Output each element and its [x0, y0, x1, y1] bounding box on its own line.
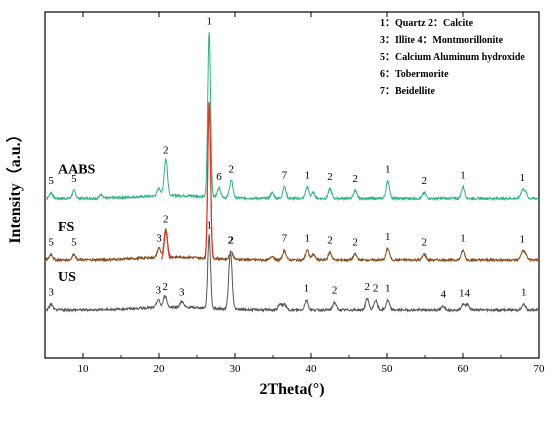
peak-label-aabs-12: 1	[460, 169, 466, 181]
peak-label-us-2: 2	[162, 281, 168, 293]
peak-label-fs-2: 3	[156, 233, 162, 245]
peak-label-fs-10: 2	[421, 237, 427, 249]
y-axis-title: Intensity（a.u.）	[6, 126, 24, 243]
peak-label-aabs-5: 2	[228, 164, 234, 176]
x-tick-label-40: 40	[306, 363, 318, 375]
plot-frame	[44, 11, 540, 359]
peak-label-us-1: 3	[155, 285, 161, 297]
legend-entry-3: 5：Calcium Aluminum hydroxide	[380, 52, 525, 63]
peak-label-fs-7: 2	[327, 235, 333, 247]
peak-label-aabs-3: 1	[206, 16, 212, 28]
legend-entry-5: 7：Beidellite	[380, 86, 436, 97]
x-axis-ticks: 10 20 30 40 50 60 70	[44, 12, 546, 375]
peak-label-us-10: 1	[385, 283, 391, 295]
peak-label-fs-3: 2	[163, 214, 169, 226]
series-layer	[44, 32, 540, 313]
peak-label-fs-11: 1	[460, 233, 466, 245]
x-tick-label-70: 70	[534, 363, 546, 375]
peak-label-us-12: 14	[459, 287, 471, 299]
peak-label-fs-12: 1	[520, 234, 526, 246]
peak-label-fs-5: 7	[282, 233, 288, 245]
peak-label-us-13: 1	[521, 287, 527, 299]
peak-label-aabs-8: 2	[327, 171, 333, 183]
peak-label-aabs-6: 7	[282, 169, 288, 181]
legend-entry-1: 1：Quartz 2：Calcite	[380, 18, 474, 29]
peak-label-aabs-1: 5	[71, 173, 77, 185]
peak-label-us-3: 3	[179, 287, 185, 299]
sample-label-fs: FS	[58, 220, 75, 235]
sample-labels: AABS FS US	[58, 163, 96, 286]
x-tick-label-60: 60	[458, 363, 470, 375]
peak-label-us-6: 1	[304, 283, 310, 295]
phase-legend: 1：Quartz 2：Calcite 3：Illite 4：Montmorillo…	[380, 18, 525, 97]
legend-entry-2: 3：Illite 4：Montmorillonite	[380, 35, 504, 46]
peak-label-us-0: 3	[48, 287, 54, 299]
sample-label-us: US	[58, 270, 76, 285]
peak-label-fs-0: 5	[48, 237, 54, 249]
series-line-us	[44, 234, 540, 313]
peak-label-us-5: 2	[228, 235, 234, 247]
peak-label-aabs-9: 2	[352, 173, 358, 185]
peak-label-us-8: 2	[364, 281, 370, 293]
peak-label-aabs-13: 1	[520, 172, 526, 184]
sample-label-aabs: AABS	[58, 163, 96, 178]
series-line-fs	[44, 101, 540, 263]
peak-label-fs-6: 1	[304, 233, 310, 245]
peak-label-aabs-2: 2	[163, 144, 169, 156]
x-tick-label-20: 20	[154, 363, 166, 375]
peak-label-fs-4: 2	[228, 235, 234, 247]
series-peak-fs-1	[204, 102, 215, 260]
peak-label-aabs-0: 5	[48, 175, 54, 187]
x-tick-label-30: 30	[230, 363, 242, 375]
peak-label-fs-8: 2	[352, 237, 358, 249]
peak-label-fs-9: 1	[385, 231, 391, 243]
peak-label-us-7: 2	[332, 285, 338, 297]
peak-label-us-4: 1	[206, 219, 212, 231]
peak-label-us-11: 4	[440, 288, 446, 300]
series-peak-fs-0	[160, 230, 171, 260]
peak-label-us-9: 2	[373, 283, 379, 295]
legend-entry-4: 6：Tobermorite	[380, 69, 449, 80]
peak-label-fs-1: 5	[71, 237, 77, 249]
x-tick-label-10: 10	[78, 363, 90, 375]
x-axis-title: 2Theta(°)	[259, 381, 324, 398]
x-tick-label-50: 50	[382, 363, 394, 375]
peak-label-aabs-11: 2	[421, 175, 427, 187]
peak-label-aabs-4: 6	[216, 171, 222, 183]
peak-label-aabs-10: 1	[385, 164, 391, 176]
peak-label-aabs-7: 1	[304, 169, 310, 181]
series-line-aabs	[44, 32, 540, 202]
